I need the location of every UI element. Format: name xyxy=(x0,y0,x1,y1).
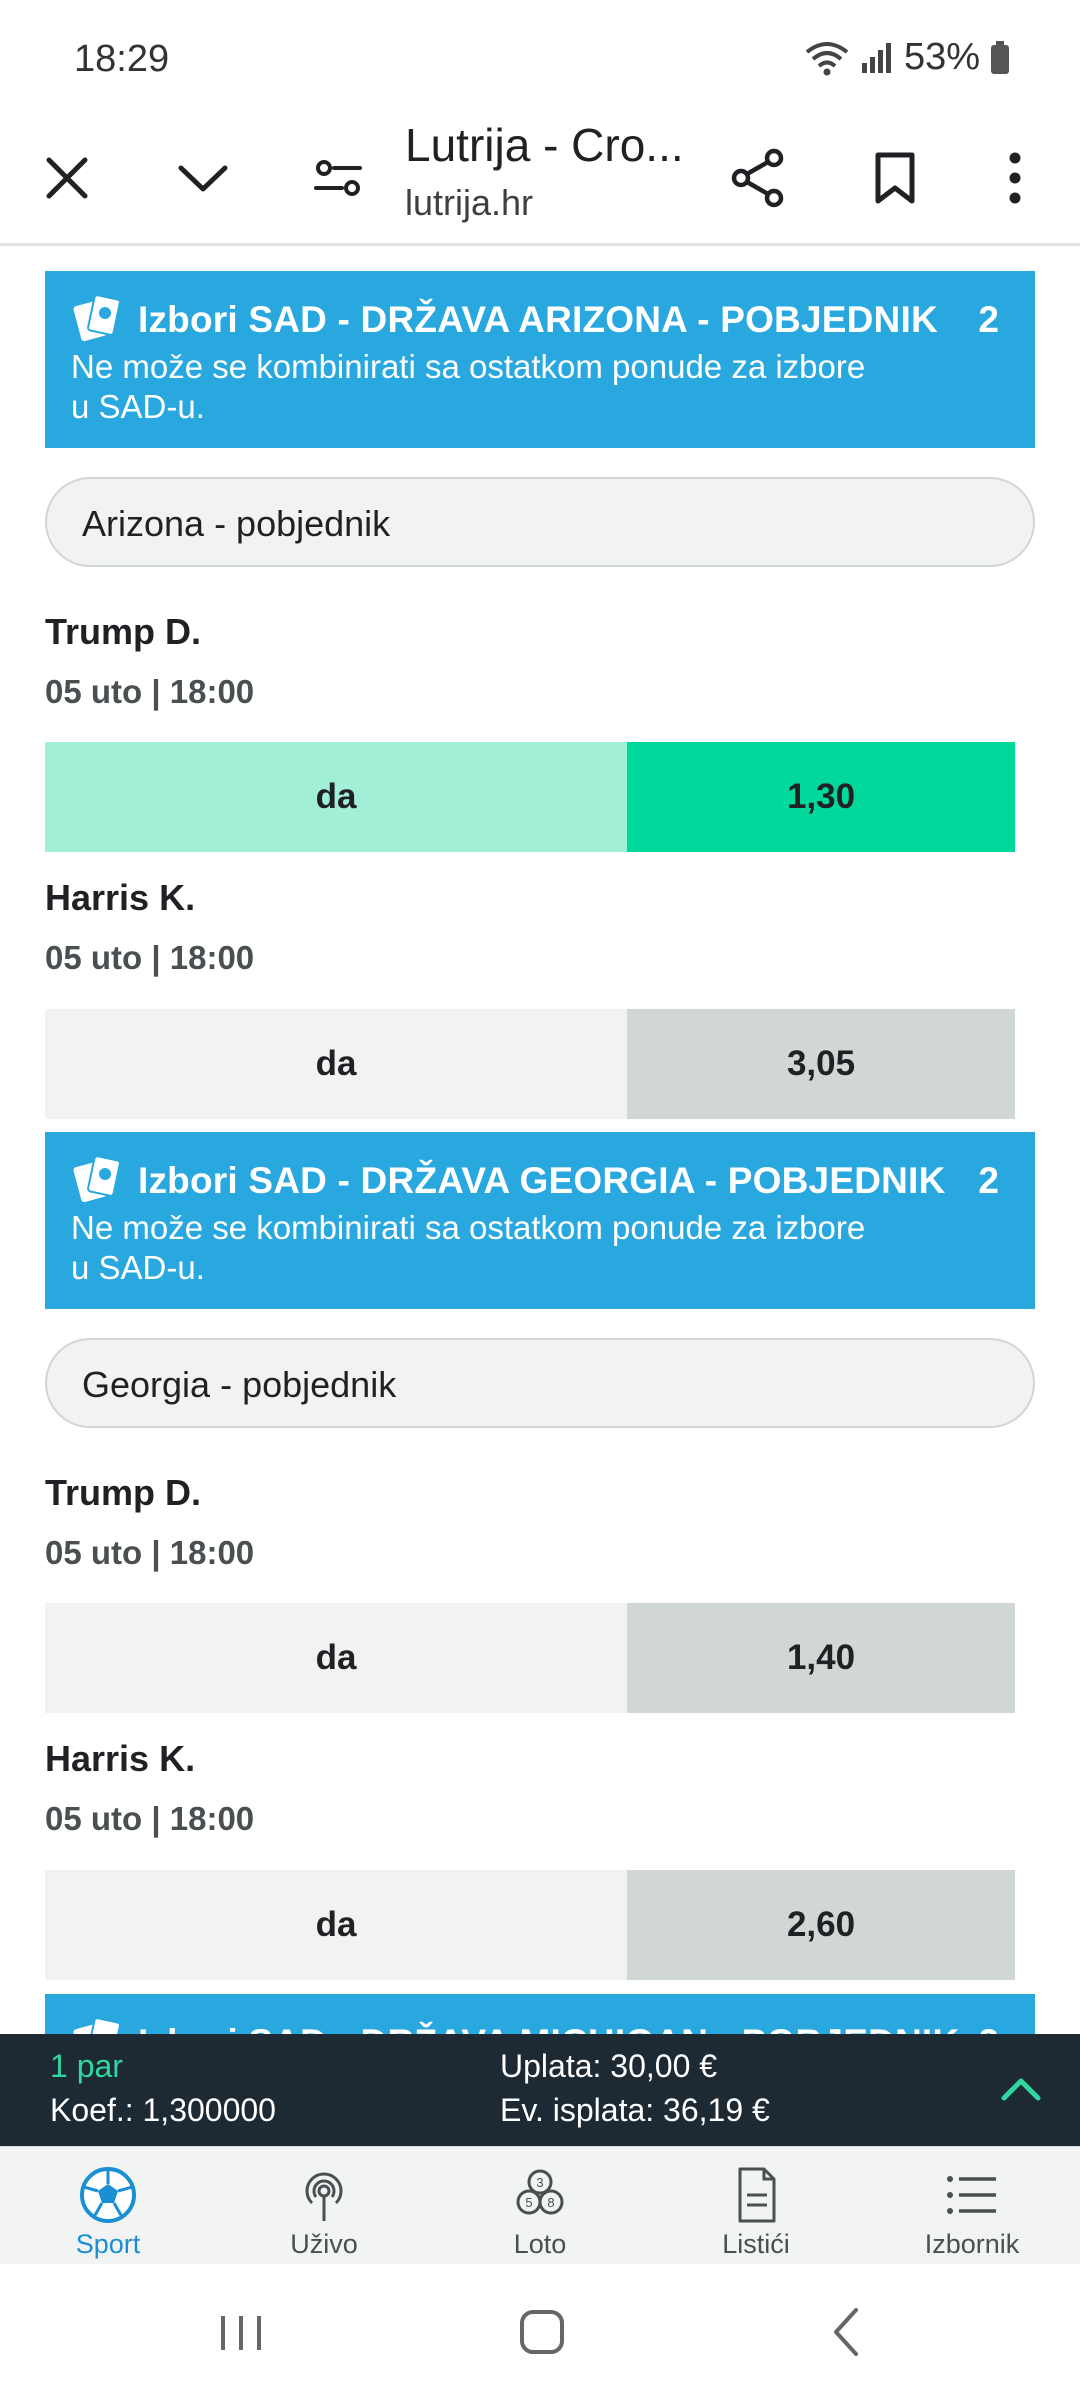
nav-label: Loto xyxy=(513,2229,567,2259)
odds-value: 3,05 xyxy=(627,1009,1015,1119)
market-section-arizona: Izbori SAD - DRŽAVA ARIZONA - POBJEDNIK … xyxy=(45,271,1035,1119)
ticket-document-icon xyxy=(738,2167,776,2223)
odds-option-label: da xyxy=(45,1009,627,1119)
bet-slip-stake: Uplata: 30,00 € xyxy=(500,2048,718,2084)
page-content[interactable]: Izbori SAD - DRŽAVA ARIZONA - POBJEDNIK … xyxy=(0,248,1080,2034)
nav-item-loto[interactable]: 3 5 8 Loto xyxy=(432,2147,648,2264)
nav-label: Izbornik xyxy=(924,2229,1020,2259)
nav-item-listici[interactable]: Listići xyxy=(648,2147,864,2264)
player-name: Harris K. xyxy=(45,1738,196,1779)
section-note: Ne može se kombinirati sa ostatkom ponud… xyxy=(71,1209,866,1286)
section-header[interactable]: Izbori SAD - DRŽAVA MICHIGAN - POBJEDNIK… xyxy=(45,1994,1035,2034)
odds-value: 1,30 xyxy=(627,742,1015,852)
live-broadcast-icon xyxy=(305,2172,343,2221)
browser-toolbar: Lutrija - Cro... lutrija.hr xyxy=(0,110,1080,246)
market-filter-label: Arizona - pobjednik xyxy=(82,503,391,544)
bet-slip-bar[interactable]: 1 par Koef.: 1,300000 Uplata: 30,00 € Ev… xyxy=(0,2034,1080,2146)
more-options-button[interactable] xyxy=(975,138,1055,218)
svg-text:5: 5 xyxy=(525,2195,532,2210)
wifi-icon xyxy=(805,41,849,75)
event-datetime: 05 uto | 18:00 xyxy=(45,1800,255,1837)
bet-slip-pairs: 1 par xyxy=(50,2048,123,2084)
market-filter-pill[interactable]: Georgia - pobjednik xyxy=(45,1338,1035,1428)
nav-item-izbornik[interactable]: Izbornik xyxy=(864,2147,1080,2264)
odds-button[interactable]: da 1,40 xyxy=(45,1603,1015,1713)
lotto-balls-icon: 3 5 8 xyxy=(516,2169,564,2215)
share-button[interactable] xyxy=(718,138,798,218)
battery-icon xyxy=(991,40,1009,74)
odds-option-label: da xyxy=(45,1603,627,1713)
player-name: Trump D. xyxy=(45,1472,202,1513)
signal-icon xyxy=(861,42,891,73)
status-time: 18:29 xyxy=(74,38,170,80)
market-section-michigan: Izbori SAD - DRŽAVA MICHIGAN - POBJEDNIK… xyxy=(45,1994,1035,2034)
bet-slip-coefficient: Koef.: 1,300000 xyxy=(50,2092,276,2128)
share-icon xyxy=(731,148,784,208)
section-title: Izbori SAD - DRŽAVA GEORGIA - POBJEDNIK xyxy=(138,1160,946,1201)
event-datetime: 05 uto | 18:00 xyxy=(45,939,255,976)
svg-text:3: 3 xyxy=(536,2175,543,2190)
status-indicators: 53% xyxy=(804,36,1010,79)
more-vertical-icon xyxy=(1009,152,1021,204)
collapse-button[interactable] xyxy=(163,138,243,218)
section-count: 2 xyxy=(978,1160,999,1201)
tune-icon xyxy=(314,160,362,196)
section-title: Izbori SAD - DRŽAVA MICHIGAN - POBJEDNIK xyxy=(138,2022,959,2034)
section-count: 2 xyxy=(978,2022,999,2034)
menu-list-icon xyxy=(947,2176,996,2214)
battery-percent: 53% xyxy=(903,36,980,78)
market-filter-pill[interactable]: Arizona - pobjednik xyxy=(45,477,1035,567)
odds-button-selected[interactable]: da 1,30 xyxy=(45,742,1015,852)
section-header[interactable]: Izbori SAD - DRŽAVA ARIZONA - POBJEDNIK … xyxy=(45,271,1035,448)
nav-label: Listići xyxy=(722,2229,790,2259)
section-title: Izbori SAD - DRŽAVA ARIZONA - POBJEDNIK xyxy=(138,299,938,340)
nav-item-uzivo[interactable]: Uživo xyxy=(216,2147,432,2264)
recent-apps-icon[interactable] xyxy=(206,2302,276,2362)
page-title: Lutrija - Cro... xyxy=(405,119,684,171)
section-note: Ne može se kombinirati sa ostatkom ponud… xyxy=(71,348,866,425)
odds-button[interactable]: da 3,05 xyxy=(45,1009,1015,1119)
nav-label: Uživo xyxy=(290,2229,358,2259)
odds-option-label: da xyxy=(45,742,627,852)
section-count: 2 xyxy=(978,299,999,340)
bottom-navigation: Sport Uživo 3 5 8 Loto Listići xyxy=(0,2146,1080,2264)
odds-option-label: da xyxy=(45,1870,627,1980)
section-header[interactable]: Izbori SAD - DRŽAVA GEORGIA - POBJEDNIK … xyxy=(45,1132,1035,1309)
close-button[interactable] xyxy=(27,138,107,218)
lottery-cards-icon xyxy=(73,294,121,342)
event-datetime: 05 uto | 18:00 xyxy=(45,673,255,710)
lottery-cards-icon xyxy=(73,1155,121,1203)
bet-slip-payout: Ev. isplata: 36,19 € xyxy=(500,2092,770,2128)
nav-label: Sport xyxy=(75,2229,141,2259)
nav-item-sport[interactable]: Sport xyxy=(0,2147,216,2264)
player-name: Trump D. xyxy=(45,611,202,652)
player-name: Harris K. xyxy=(45,877,196,918)
odds-value: 1,40 xyxy=(627,1603,1015,1713)
back-icon[interactable] xyxy=(812,2302,882,2362)
event-datetime: 05 uto | 18:00 xyxy=(45,1534,255,1571)
site-settings-button[interactable] xyxy=(298,138,378,218)
status-bar: 18:29 53% xyxy=(0,0,1080,110)
chevron-down-icon xyxy=(178,165,228,192)
close-icon xyxy=(46,157,88,199)
bookmark-icon xyxy=(875,152,915,204)
svg-text:8: 8 xyxy=(547,2195,554,2210)
system-navigation-bar xyxy=(0,2264,1080,2400)
chevron-up-icon[interactable] xyxy=(996,2064,1046,2114)
odds-value: 2,60 xyxy=(627,1870,1015,1980)
bookmark-button[interactable] xyxy=(855,138,935,218)
lottery-cards-icon xyxy=(73,2017,121,2034)
soccer-ball-icon xyxy=(80,2167,136,2223)
market-filter-label: Georgia - pobjednik xyxy=(82,1364,397,1405)
market-section-georgia: Izbori SAD - DRŽAVA GEORGIA - POBJEDNIK … xyxy=(45,1132,1035,1980)
home-icon[interactable] xyxy=(507,2302,577,2362)
page-url[interactable]: lutrija.hr xyxy=(405,182,534,223)
odds-button[interactable]: da 2,60 xyxy=(45,1870,1015,1980)
